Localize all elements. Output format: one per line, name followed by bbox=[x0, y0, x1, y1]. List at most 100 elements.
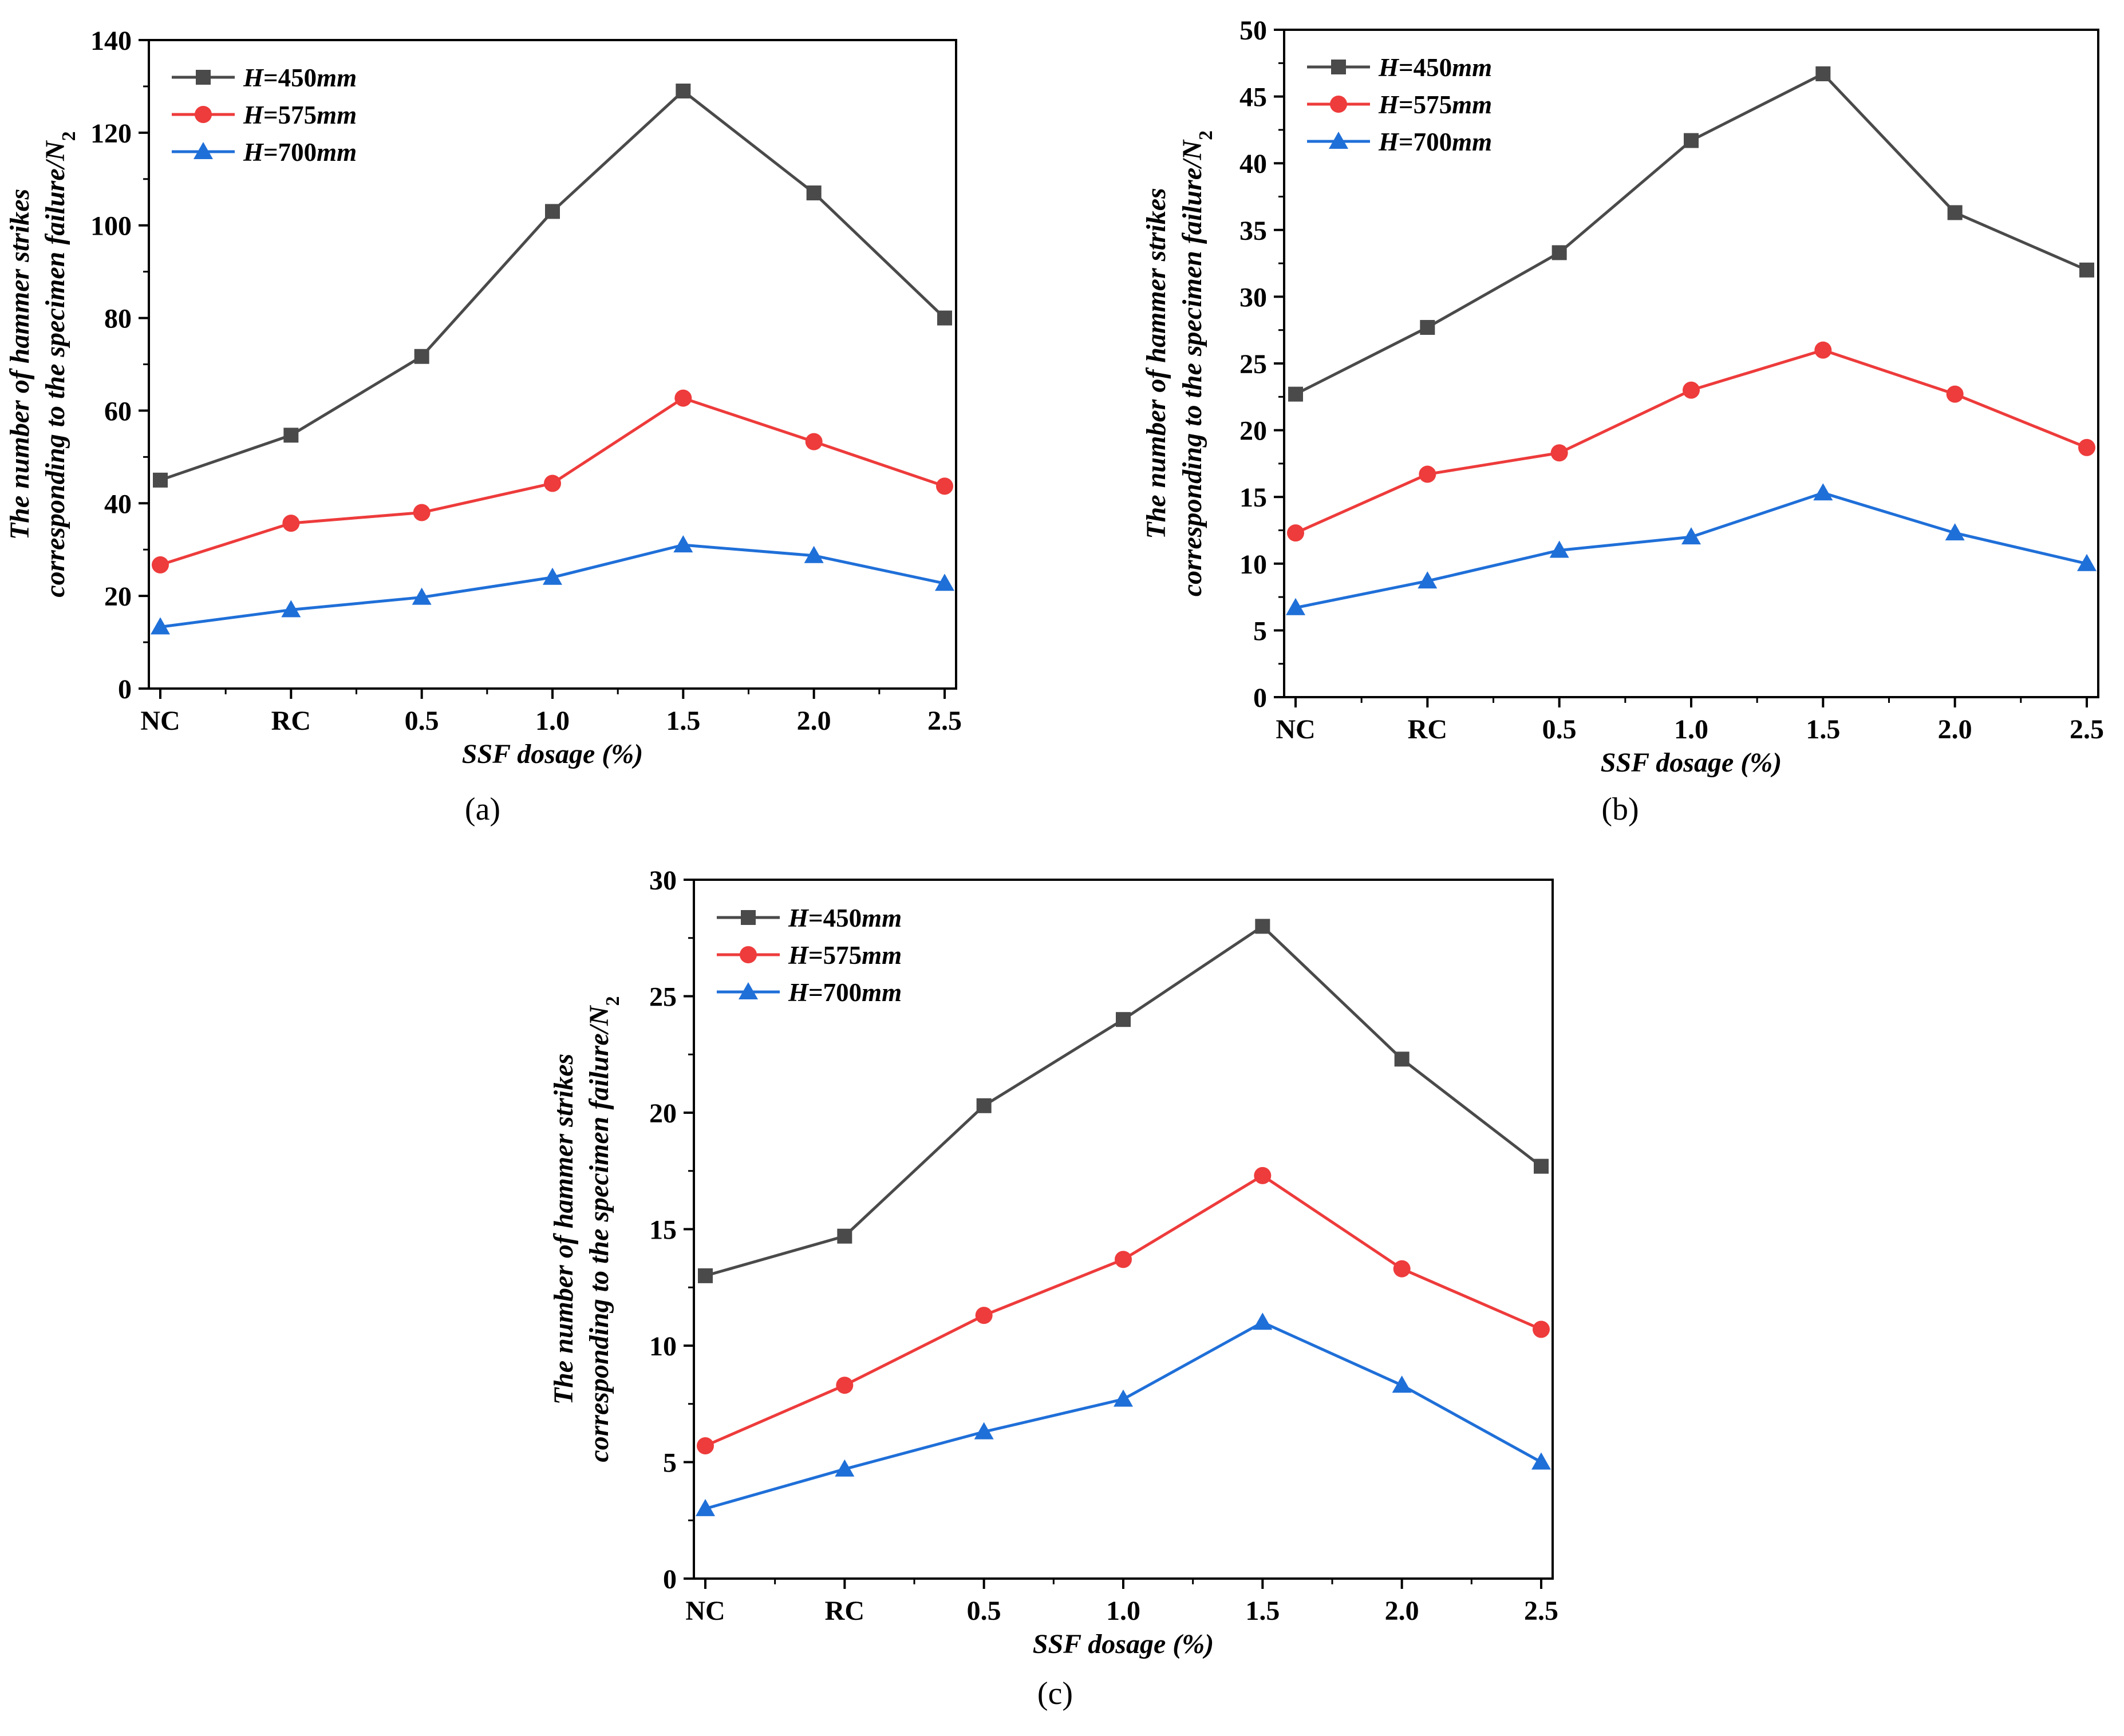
panel-caption: (b) bbox=[1601, 792, 1639, 827]
data-point-triangle bbox=[194, 142, 213, 159]
legend-label: H=700mm bbox=[788, 978, 902, 1007]
y-axis-title-line1: The number of hammer strikes bbox=[5, 189, 35, 540]
legend-label: H=450mm bbox=[1378, 53, 1492, 82]
y-tick-label: 140 bbox=[90, 26, 132, 56]
x-tick-label: NC bbox=[1276, 714, 1315, 745]
y-tick-label: 10 bbox=[1239, 549, 1267, 580]
data-point-square bbox=[1255, 919, 1270, 934]
data-point-triangle bbox=[1681, 527, 1701, 545]
data-point-square bbox=[1420, 320, 1435, 335]
y-axis-title-subscript: 2 bbox=[58, 131, 80, 141]
legend-unit: mm bbox=[862, 941, 902, 970]
legend-unit: mm bbox=[1452, 128, 1492, 156]
y-tick-label: 25 bbox=[649, 982, 677, 1013]
legend-unit: mm bbox=[317, 138, 357, 167]
data-point-triangle bbox=[412, 587, 432, 605]
legend-var: H bbox=[788, 978, 810, 1007]
y-tick-label: 30 bbox=[1239, 282, 1267, 313]
x-tick-label: 0.5 bbox=[1542, 714, 1577, 745]
legend-unit: mm bbox=[1452, 53, 1492, 82]
legend-value: =450 bbox=[263, 64, 317, 92]
data-point-circle bbox=[1393, 1260, 1411, 1278]
legend-var: H bbox=[1378, 53, 1400, 82]
x-tick-label: 1.5 bbox=[1245, 1596, 1280, 1626]
data-point-square bbox=[1288, 386, 1303, 402]
y-tick-label: 0 bbox=[663, 1564, 677, 1595]
chart-panel-a: 0 20 40 60 80 100 120 140 NC RC 0.5 1.0 1.5 2.0 2.5 SSF… bbox=[5, 26, 962, 827]
series-450-mm bbox=[1288, 66, 2094, 402]
data-point-circle bbox=[697, 1437, 714, 1455]
panel-caption: (c) bbox=[1037, 1676, 1073, 1711]
series-450-mm bbox=[698, 919, 1549, 1283]
x-tick-label: 2.0 bbox=[797, 706, 831, 736]
data-point-circle bbox=[413, 504, 431, 521]
data-point-triangle bbox=[696, 1498, 715, 1516]
data-point-circle bbox=[1254, 1166, 1272, 1184]
data-point-square bbox=[414, 349, 429, 364]
data-point-triangle bbox=[739, 982, 758, 999]
legend-label: H=575mm bbox=[788, 941, 902, 970]
x-tick-label: 2.0 bbox=[1385, 1596, 1419, 1626]
legend-label: H=450mm bbox=[788, 904, 902, 932]
legend-var: H bbox=[1378, 90, 1400, 119]
x-tick-label: RC bbox=[271, 706, 311, 736]
series-700-mm bbox=[151, 535, 954, 635]
data-point-square bbox=[1534, 1158, 1549, 1174]
x-tick-label: 2.5 bbox=[1524, 1596, 1558, 1626]
series-575-mm bbox=[152, 389, 953, 574]
series-700-mm bbox=[1286, 483, 2097, 615]
data-point-circle bbox=[836, 1377, 854, 1394]
legend-value: =450 bbox=[808, 904, 862, 932]
x-tick-label: 2.5 bbox=[2070, 714, 2104, 745]
y-tick-label: 5 bbox=[1253, 616, 1267, 646]
data-point-circle bbox=[152, 556, 169, 574]
x-tick-label: 0.5 bbox=[967, 1596, 1001, 1626]
data-point-circle bbox=[740, 946, 757, 963]
series-575-mm bbox=[697, 1166, 1550, 1455]
legend-label: H=700mm bbox=[243, 138, 357, 167]
data-point-circle bbox=[1419, 465, 1436, 483]
data-point-triangle bbox=[1418, 571, 1438, 589]
data-point-triangle bbox=[804, 545, 824, 563]
data-point-square bbox=[1116, 1012, 1131, 1027]
legend-value: =700 bbox=[808, 978, 862, 1007]
data-point-circle bbox=[2078, 438, 2095, 456]
data-point-square bbox=[1947, 205, 1963, 220]
legend-var: H bbox=[243, 101, 264, 129]
data-point-square bbox=[1551, 245, 1567, 260]
y-tick-label: 50 bbox=[1239, 15, 1267, 46]
data-point-circle bbox=[674, 389, 692, 407]
legend-value: =450 bbox=[1399, 53, 1452, 82]
legend-value: =700 bbox=[263, 138, 317, 167]
data-point-square bbox=[1684, 133, 1699, 148]
y-tick-label: 0 bbox=[1253, 683, 1267, 713]
y-axis-title-subscript: 2 bbox=[602, 996, 623, 1006]
y-axis-title-main: corresponding to the specimen failure/N bbox=[584, 1005, 614, 1462]
legend-unit: mm bbox=[317, 64, 357, 92]
series-575-mm bbox=[1287, 341, 2095, 542]
legend-entry: H=575mm bbox=[1307, 90, 1492, 119]
data-point-circle bbox=[1946, 385, 1964, 403]
legend-entry: H=450mm bbox=[717, 904, 902, 932]
data-point-square bbox=[837, 1228, 852, 1244]
data-point-square bbox=[283, 428, 299, 443]
y-tick-label: 35 bbox=[1239, 216, 1267, 246]
data-point-triangle bbox=[974, 1422, 994, 1440]
data-point-triangle bbox=[935, 574, 954, 591]
data-point-square bbox=[1331, 60, 1346, 74]
data-point-square bbox=[153, 472, 168, 488]
chart-panel-c: 0 5 10 15 20 25 30 NC RC 0.5 1.0 1.5 2.0 2.5 SSF dosag… bbox=[548, 865, 1558, 1711]
data-point-triangle bbox=[835, 1459, 855, 1477]
legend-value: =575 bbox=[263, 101, 317, 129]
y-axis-title-main: corresponding to the specimen failure/N bbox=[40, 140, 70, 598]
data-point-triangle bbox=[151, 617, 170, 635]
y-tick-label: 5 bbox=[663, 1448, 677, 1478]
series-700-mm bbox=[696, 1312, 1551, 1516]
data-point-square bbox=[937, 310, 952, 326]
series-450-mm bbox=[153, 84, 952, 488]
data-point-square bbox=[676, 84, 691, 99]
y-tick-label: 60 bbox=[104, 396, 132, 426]
data-point-circle bbox=[1287, 524, 1304, 542]
y-tick-label: 0 bbox=[118, 674, 132, 705]
data-point-square bbox=[741, 910, 756, 925]
